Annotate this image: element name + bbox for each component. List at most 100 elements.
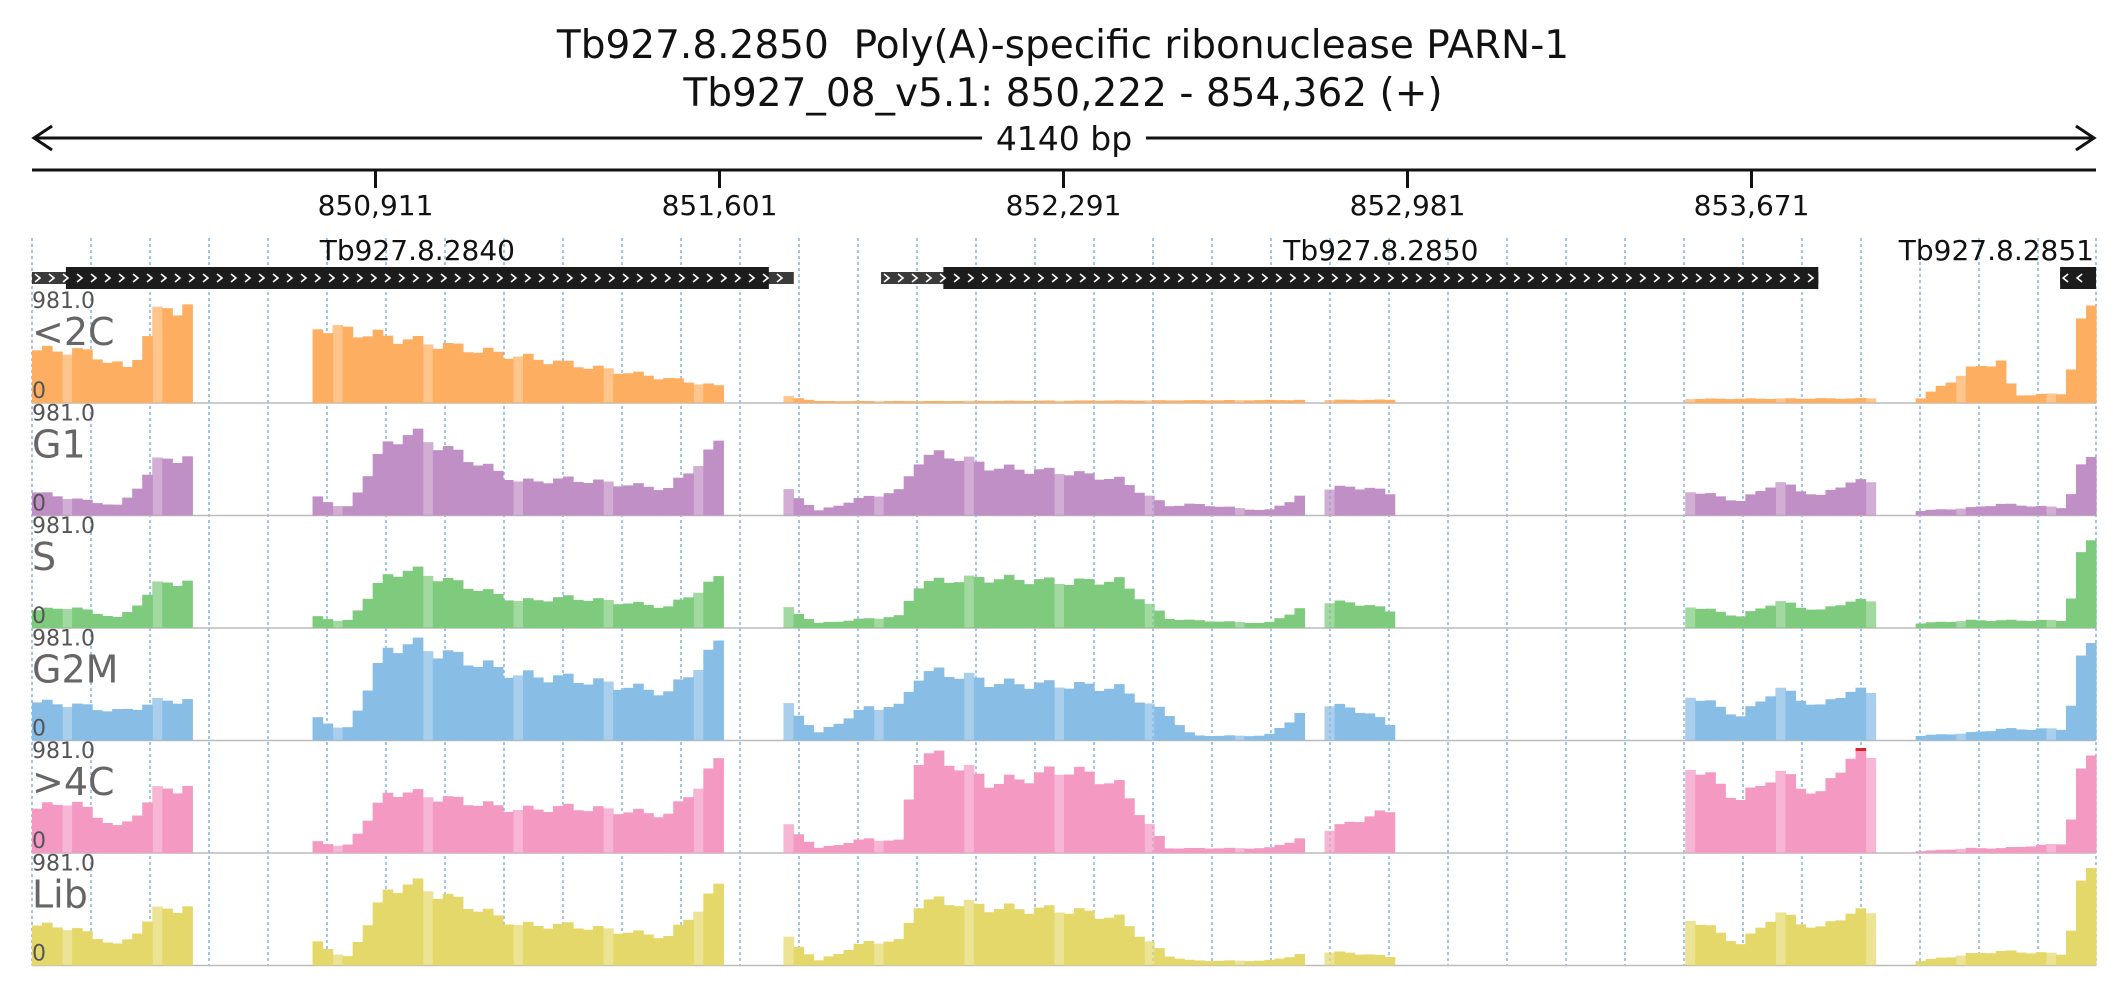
coverage-bar: [683, 797, 694, 853]
coverage-bar: [362, 690, 374, 741]
coverage-bar: [1815, 609, 1827, 628]
coverage-bar: [162, 308, 173, 403]
coverage-bar: [553, 478, 564, 516]
coverage-bar: [92, 710, 103, 741]
coverage-bar: [1074, 400, 1085, 403]
coverage-bar: [583, 482, 594, 516]
strand-arrow: [762, 273, 770, 283]
coverage-bar: [1725, 714, 1736, 741]
track-2c: 981.0 0 <2C: [32, 289, 2097, 404]
coverage-bar: [1284, 614, 1296, 628]
coverage-bar: [2035, 505, 2047, 516]
coverage-bar: [92, 939, 103, 966]
coverage-bar: [1224, 847, 1235, 853]
coverage-bar: [542, 483, 554, 516]
coverage-bar: [1705, 493, 1716, 516]
coverage-bar: [883, 401, 895, 403]
coverage-bar: [1064, 475, 1075, 516]
coverage-bar: [913, 464, 925, 516]
coverage-bar: [1935, 849, 1947, 853]
coverage-bar: [1023, 473, 1035, 516]
coverage-bar: [1765, 921, 1776, 966]
coverage-bar: [1915, 851, 1927, 853]
coverage-bar: [1074, 578, 1085, 628]
coverage-bar: [693, 384, 704, 403]
coverage-bar: [172, 585, 183, 628]
coverage-bar: [542, 601, 554, 628]
coverage-bar: [1835, 605, 1847, 628]
coverage-bar: [813, 732, 825, 741]
strand-arrow: [1205, 273, 1213, 283]
coverage-bar: [2055, 954, 2067, 966]
coverage-bar: [943, 765, 955, 853]
coverage-bar: [1164, 618, 1175, 628]
coverage-bar: [853, 839, 865, 853]
coverage-bar: [963, 899, 975, 966]
coverage-bar: [182, 699, 193, 741]
strand-arrow: [650, 273, 658, 283]
coverage-bar: [1765, 696, 1776, 741]
coverage-bar: [182, 456, 193, 516]
coverage-bar: [1995, 360, 2007, 403]
coverage-bar: [1745, 398, 1756, 403]
coverage-bar: [322, 844, 334, 853]
coverage-bar: [1023, 400, 1035, 403]
strand-arrow: [1751, 273, 1759, 283]
strand-arrow: [1247, 273, 1255, 283]
coverage-bar: [152, 697, 163, 741]
coverage-bar: [422, 891, 434, 966]
strand-arrow: [1429, 273, 1437, 283]
coverage-bar: [442, 796, 454, 853]
coverage-bar: [783, 936, 795, 966]
coverage-bar: [883, 493, 895, 516]
coverage-bar: [492, 470, 504, 516]
coverage-bar: [1955, 375, 1967, 403]
strand-arrow: [594, 273, 602, 283]
coverage-bar: [442, 577, 454, 628]
coverage-bar: [1064, 584, 1075, 628]
coverage-bar: [1134, 599, 1145, 628]
coverage-bar: [1935, 734, 1947, 741]
coverage-bar: [623, 812, 634, 853]
coverage-bar: [1144, 703, 1155, 741]
coverage-bar: [573, 599, 584, 628]
coverage-bar: [372, 329, 384, 403]
coverage-bar: [1204, 506, 1215, 516]
coverage-bar: [963, 672, 975, 741]
coverage-bar: [1324, 400, 1336, 403]
coverage-bar: [903, 401, 915, 403]
coverage-bar: [352, 492, 364, 516]
strand-arrow: [720, 273, 728, 283]
coverage-bar: [1184, 400, 1195, 403]
coverage-bar: [1164, 848, 1175, 853]
tick-label: 850,911: [318, 189, 434, 222]
strand-arrow: [897, 273, 905, 283]
coverage-bar: [1144, 603, 1155, 628]
coverage-bar: [1775, 770, 1786, 853]
coverage-bar: [1795, 924, 1807, 966]
strand-arrow: [1219, 273, 1227, 283]
coverage-bar: [332, 954, 344, 966]
coverage-bar: [1324, 489, 1336, 516]
ymax-label: 981.0: [32, 739, 95, 764]
coverage-bar: [1204, 736, 1215, 741]
coverage-bar: [623, 687, 634, 741]
coverage-bar: [963, 456, 975, 516]
coverage-bar: [2075, 880, 2087, 966]
coverage-bar: [112, 504, 123, 516]
coverage-bar: [2055, 394, 2067, 403]
coverage-bar: [2025, 395, 2037, 403]
coverage-bar: [1214, 621, 1225, 628]
coverage-bar: [1124, 693, 1135, 741]
coverage-bar: [1214, 735, 1225, 741]
coverage-bar: [1825, 699, 1837, 741]
coverage-bar: [853, 400, 865, 403]
coverage-bar: [1064, 913, 1075, 966]
coverage-bar: [532, 677, 544, 741]
coverage-bar: [502, 358, 514, 403]
coverage-bar: [833, 401, 845, 403]
coverage-bar: [1274, 505, 1286, 516]
coverage-bar: [553, 360, 564, 403]
coverage-bar: [392, 444, 404, 516]
strand-arrow: [1541, 273, 1549, 283]
